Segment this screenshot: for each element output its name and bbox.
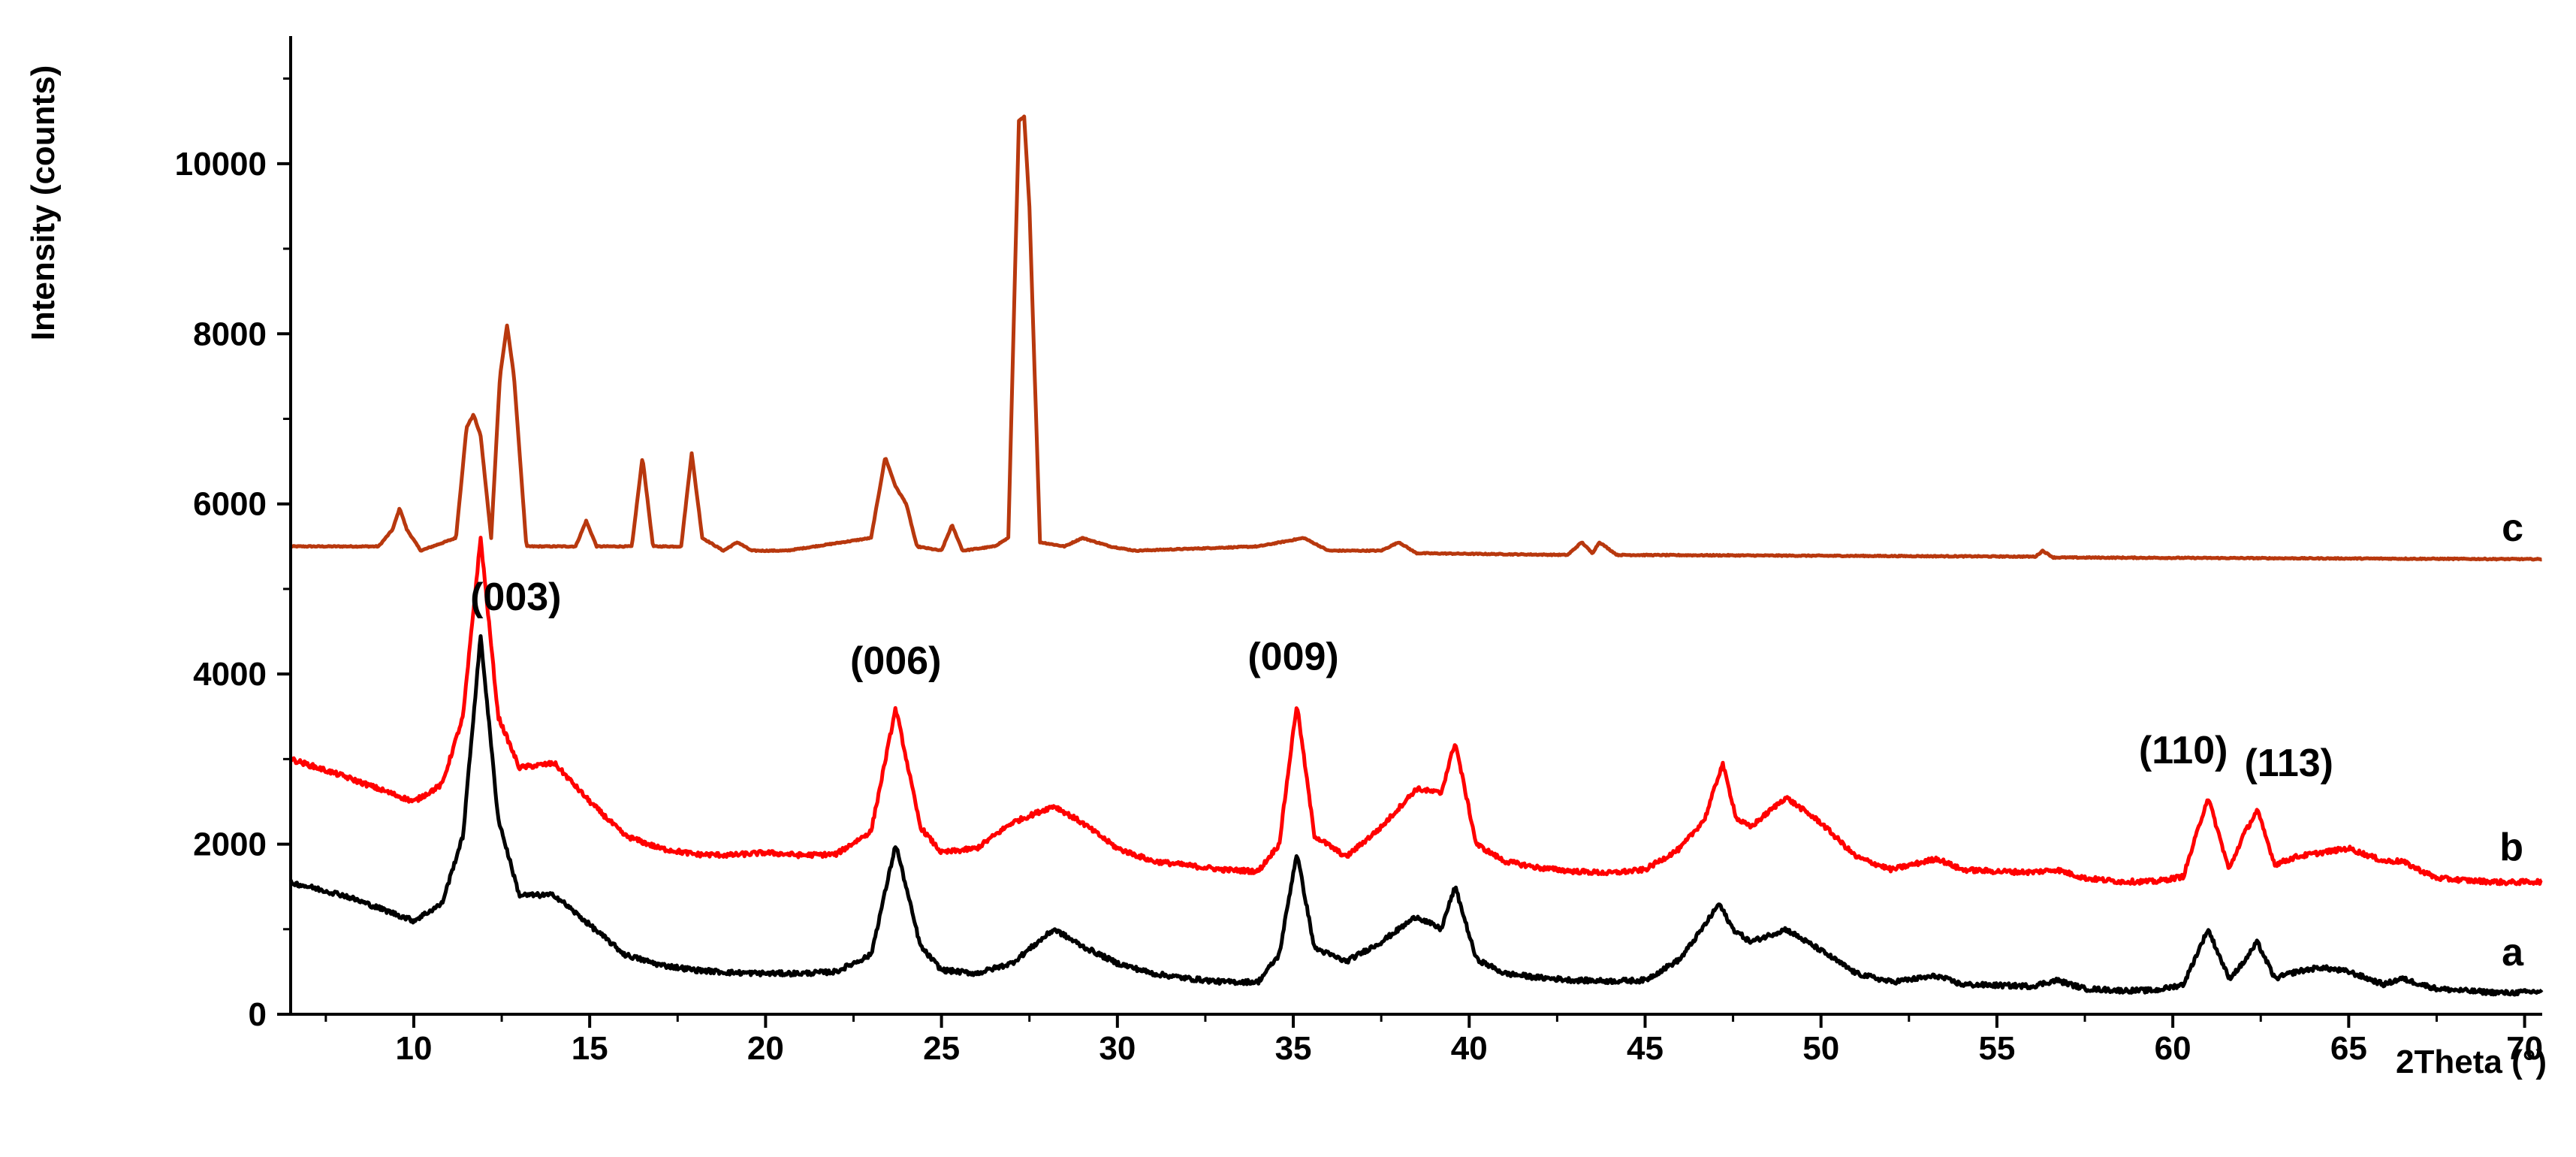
x-tick-label: 55 (1978, 1030, 2015, 1067)
y-tick-label: 8000 (193, 316, 267, 352)
y-tick-label: 4000 (193, 656, 267, 693)
peak-annotation: (003) (470, 575, 561, 619)
y-tick-label: 2000 (193, 826, 267, 863)
x-tick-label: 20 (747, 1030, 784, 1067)
series-b-line (289, 536, 2543, 887)
x-tick-label: 45 (1627, 1030, 1664, 1067)
x-tick-label: 50 (1802, 1030, 1839, 1067)
x-axis-title: 2Theta (°) (2396, 1044, 2547, 1080)
x-tick-label: 25 (923, 1030, 960, 1067)
x-tick-label: 35 (1275, 1030, 1312, 1067)
series-label-b: b (2499, 826, 2523, 869)
peak-annotation: (009) (1247, 635, 1338, 678)
x-tick-label: 40 (1451, 1030, 1488, 1067)
series-label-c: c (2502, 506, 2523, 550)
y-tick-label: 10000 (175, 146, 267, 183)
peak-annotation: (113) (2244, 742, 2333, 785)
series-label-a: a (2502, 931, 2524, 974)
peak-annotation: (006) (850, 639, 941, 683)
y-axis-title: Intensity (counts) (25, 65, 62, 341)
y-tick-label: 0 (249, 996, 267, 1033)
y-tick-label: 6000 (193, 486, 267, 523)
x-tick-label: 15 (572, 1030, 608, 1067)
x-tick-label: 60 (2155, 1030, 2191, 1067)
x-tick-label: 30 (1099, 1030, 1136, 1067)
series-a-line (288, 634, 2544, 997)
x-tick-label: 65 (2330, 1030, 2367, 1067)
peak-annotation: (110) (2139, 729, 2228, 772)
x-tick-label: 10 (395, 1030, 432, 1067)
x-tick-label: 70 (2506, 1030, 2543, 1067)
series-c-line (289, 114, 2543, 562)
